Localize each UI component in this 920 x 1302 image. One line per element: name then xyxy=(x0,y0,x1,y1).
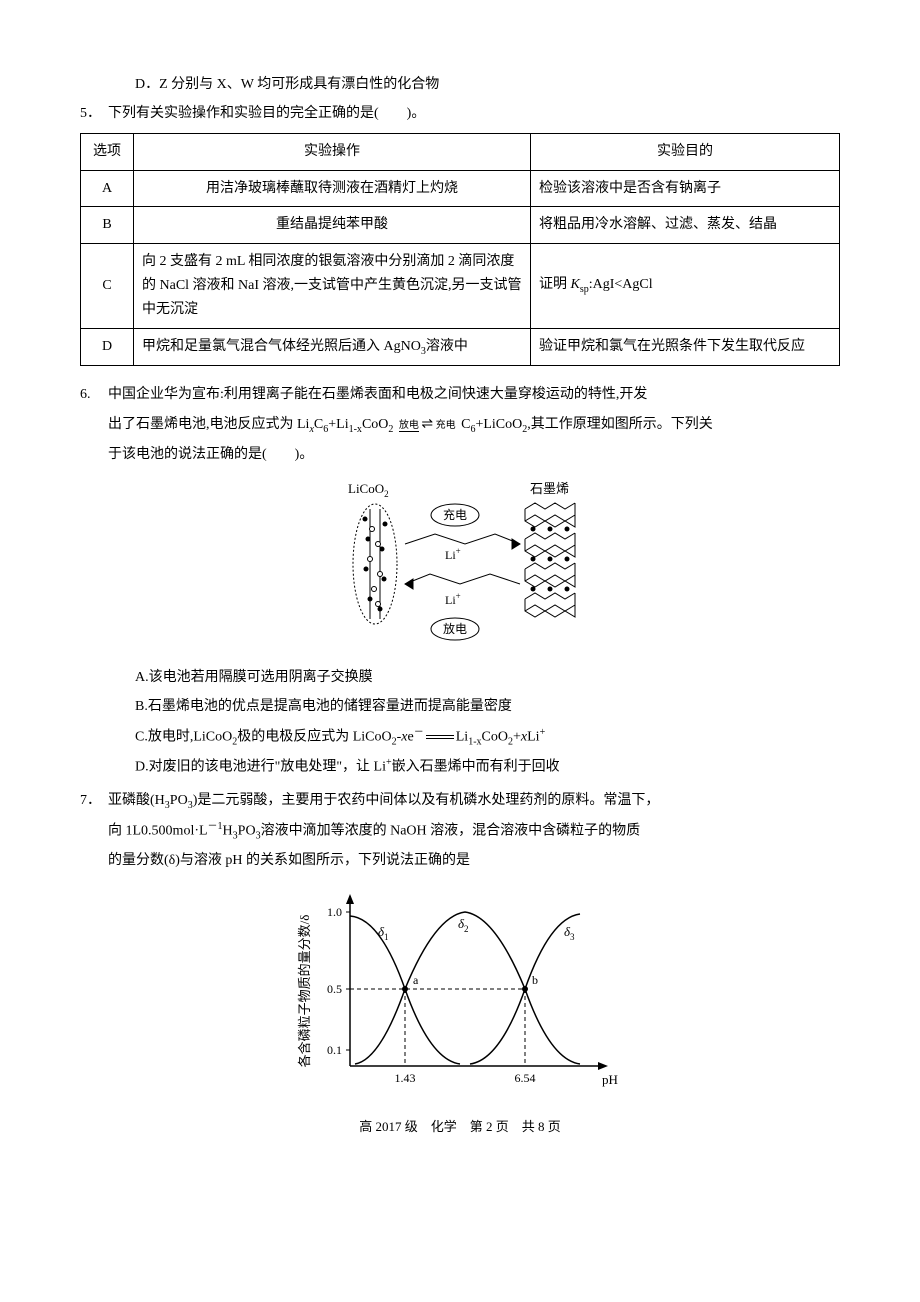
q7-stem: 亚磷酸(H3PO3)是二元弱酸，主要用于农药中间体以及有机磷水处理药剂的原料。常… xyxy=(108,786,840,876)
svg-text:Li+: Li+ xyxy=(445,591,461,607)
svg-text:b: b xyxy=(532,973,538,987)
q7: 7． 亚磷酸(H3PO3)是二元弱酸，主要用于农药中间体以及有机磷水处理药剂的原… xyxy=(80,786,840,876)
q5-th-goal: 实验目的 xyxy=(531,133,840,170)
page-footer: 高 2017 级 化学 第 2 页 共 8 页 xyxy=(80,1116,840,1135)
q6-option-c: C.放电时,LiCoO2极的电极反应式为 LiCoO2-xe－Li1-xCoO2… xyxy=(135,722,840,752)
svg-text:6.54: 6.54 xyxy=(515,1071,536,1085)
svg-text:1.0: 1.0 xyxy=(327,905,342,919)
q5-th-op: 实验操作 xyxy=(134,133,531,170)
table-row: C 向 2 支盛有 2 mL 相同浓度的银氨溶液中分别滴加 2 滴同浓度的 Na… xyxy=(81,244,840,328)
svg-text:充电: 充电 xyxy=(443,507,467,522)
q5-c-goal: 证明 Ksp:AgI<AgCl xyxy=(531,244,840,328)
reversible-arrow-icon: 放电 ⇌ 充电 xyxy=(399,419,456,431)
q5-c-op: 向 2 支盛有 2 mL 相同浓度的银氨溶液中分别滴加 2 滴同浓度的 NaCl… xyxy=(134,244,531,328)
q5-c-opt: C xyxy=(81,244,134,328)
q5-a-op: 用洁净玻璃棒蘸取待测液在酒精灯上灼烧 xyxy=(134,170,531,207)
svg-text:石墨烯: 石墨烯 xyxy=(530,481,569,496)
svg-text:δ1: δ1 xyxy=(378,924,389,942)
q5-d-opt: D xyxy=(81,328,134,366)
svg-text:0.1: 0.1 xyxy=(327,1043,342,1057)
svg-text:δ3: δ3 xyxy=(564,924,575,942)
svg-text:0.5: 0.5 xyxy=(327,982,342,996)
q7-number: 7． xyxy=(80,786,108,876)
q5-stem: 下列有关实验操作和实验目的完全正确的是( )。 xyxy=(108,99,840,128)
svg-text:各含磷粒子物质的量分数/δ: 各含磷粒子物质的量分数/δ xyxy=(297,914,312,1067)
q5-th-opt: 选项 xyxy=(81,133,134,170)
table-row: B 重结晶提纯苯甲酸 将粗品用冷水溶解、过滤、蒸发、结晶 xyxy=(81,207,840,244)
q5-a-goal: 检验该溶液中是否含有钠离子 xyxy=(531,170,840,207)
q6-stem: 中国企业华为宣布:利用锂离子能在石墨烯表面和电极之间快速大量穿梭运动的特性,开发… xyxy=(108,380,840,469)
q6-option-b: B.石墨烯电池的优点是提高电池的储锂容量进而提高能量密度 xyxy=(135,692,840,721)
svg-text:放电: 放电 xyxy=(443,621,467,636)
q5-b-opt: B xyxy=(81,207,134,244)
q5-number: 5． xyxy=(80,99,108,128)
q5-b-goal: 将粗品用冷水溶解、过滤、蒸发、结晶 xyxy=(531,207,840,244)
q6-battery-diagram: LiCoO2 石墨烯 xyxy=(320,479,600,649)
q5: 5． 下列有关实验操作和实验目的完全正确的是( )。 xyxy=(80,99,840,128)
equation-arrow-icon xyxy=(426,735,454,739)
q5-a-opt: A xyxy=(81,170,134,207)
svg-text:δ2: δ2 xyxy=(458,916,469,934)
q6-number: 6. xyxy=(80,380,108,469)
q5-table: 选项 实验操作 实验目的 A 用洁净玻璃棒蘸取待测液在酒精灯上灼烧 检验该溶液中… xyxy=(80,133,840,367)
svg-text:LiCoO2: LiCoO2 xyxy=(348,481,389,499)
q6-option-a: A.该电池若用隔膜可选用阴离子交换膜 xyxy=(135,663,840,692)
q5-b-op: 重结晶提纯苯甲酸 xyxy=(134,207,531,244)
q5-d-op: 甲烷和足量氯气混合气体经光照后通入 AgNO3溶液中 xyxy=(134,328,531,366)
q6-option-d: D.对废旧的该电池进行"放电处理"，让 Li+嵌入石墨烯中而有利于回收 xyxy=(135,752,840,782)
table-row: D 甲烷和足量氯气混合气体经光照后通入 AgNO3溶液中 验证甲烷和氯气在光照条… xyxy=(81,328,840,366)
q4-option-d: D．Z 分别与 X、W 均可形成具有漂白性的化合物 xyxy=(135,70,840,99)
q5-d-goal: 验证甲烷和氯气在光照条件下发生取代反应 xyxy=(531,328,840,366)
q6: 6. 中国企业华为宣布:利用锂离子能在石墨烯表面和电极之间快速大量穿梭运动的特性… xyxy=(80,380,840,469)
svg-text:1.43: 1.43 xyxy=(395,1071,416,1085)
table-row: A 用洁净玻璃棒蘸取待测液在酒精灯上灼烧 检验该溶液中是否含有钠离子 xyxy=(81,170,840,207)
q7-chart: 各含磷粒子物质的量分数/δ 1.0 0.5 0.1 1.43 6.54 pH δ… xyxy=(295,886,625,1096)
svg-text:Li+: Li+ xyxy=(445,546,461,562)
svg-text:a: a xyxy=(413,973,419,987)
svg-text:pH: pH xyxy=(602,1072,618,1087)
